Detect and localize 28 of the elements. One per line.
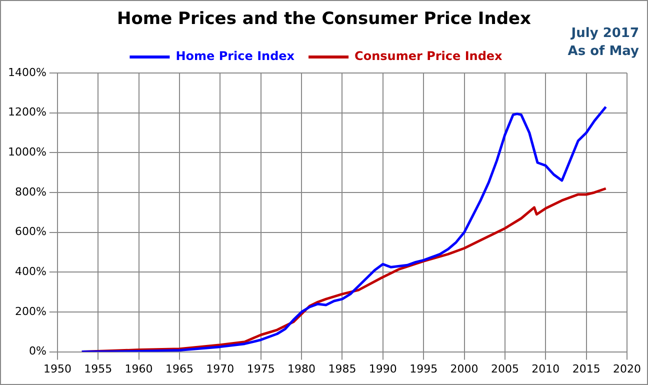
y-tick-label: 1200% <box>8 106 46 119</box>
x-tick-label: 1980 <box>288 362 316 376</box>
x-tick-label: 1970 <box>206 362 234 376</box>
x-tick-label: 1995 <box>410 362 438 376</box>
legend-label: Consumer Price Index <box>354 49 503 64</box>
y-tick-label: 1400% <box>8 66 46 79</box>
y-tick-label: 400% <box>14 265 46 278</box>
y-tick-label: 600% <box>14 225 46 238</box>
x-tick-label: 1955 <box>84 362 112 376</box>
x-tick-label: 2000 <box>450 362 478 376</box>
text: As of May <box>568 43 639 61</box>
x-tick-label: 1965 <box>165 362 194 376</box>
x-tick-label: 1960 <box>124 362 153 376</box>
x-tick-label: 1985 <box>328 362 356 376</box>
y-tick-label: 200% <box>14 304 46 318</box>
x-tick-label: 2010 <box>532 362 560 376</box>
x-tick-label: 2005 <box>490 362 519 376</box>
text: July 2017 <box>570 25 639 43</box>
x-tick-label: 1950 <box>43 362 72 376</box>
x-tick-label: 2020 <box>613 362 641 376</box>
x-tick-label: 1975 <box>246 362 275 376</box>
y-tick-label: 1000% <box>8 146 46 159</box>
legend-label: Home Price Index <box>176 49 295 64</box>
y-tick-label: 800% <box>14 185 46 198</box>
y-tick-label: 0% <box>28 344 46 358</box>
x-tick-label: 1990 <box>368 362 397 376</box>
x-tick-label: 2015 <box>572 362 600 376</box>
chart-title: Home Prices and the Consumer Price Index <box>116 9 532 29</box>
